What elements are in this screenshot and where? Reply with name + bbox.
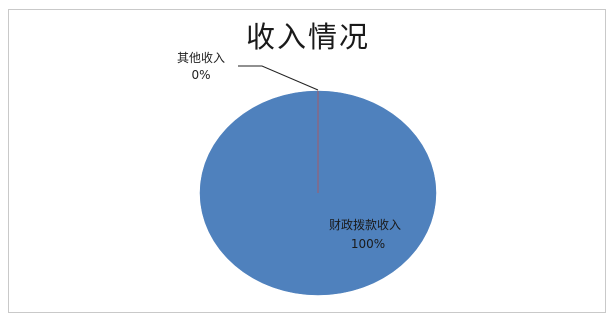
chart-title: 收入情况: [245, 20, 370, 54]
slice-label-fiscal-appropriation: 财政拨款收入: [329, 218, 401, 232]
slice-percent-other-income: 0%: [191, 68, 210, 82]
slice-label-other-income: 其他收入: [177, 51, 225, 65]
slice-percent-fiscal-appropriation: 100%: [351, 237, 385, 251]
leader-line-other-income: [238, 65, 319, 91]
pie-slices: [199, 90, 437, 296]
